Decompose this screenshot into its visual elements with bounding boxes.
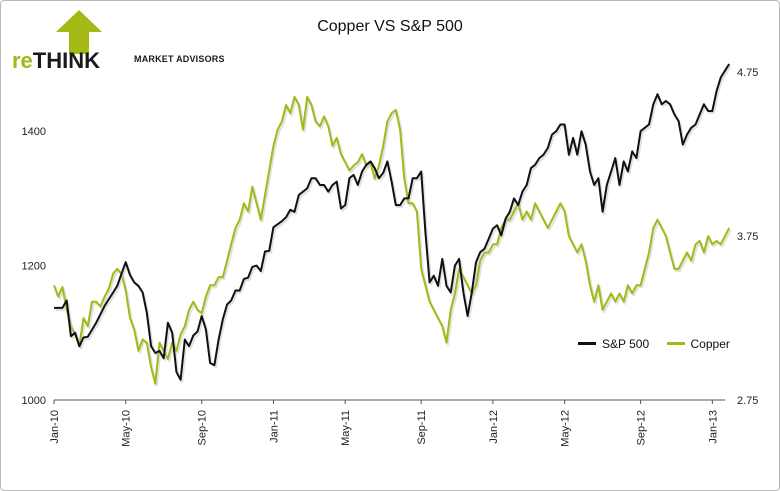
x-tick-label: Jan-11: [268, 410, 280, 443]
x-tick-label: Jan-10: [49, 410, 61, 444]
x-tick-label: May-12: [560, 410, 572, 447]
logo-re: re: [12, 48, 33, 73]
legend-label-copper: Copper: [690, 336, 730, 351]
left-tick-label: 1200: [22, 261, 46, 273]
rethink-logo: reTHINK: [8, 10, 248, 80]
legend-item-copper: Copper: [666, 336, 730, 351]
right-tick-label: 2.75: [737, 395, 758, 407]
legend-swatch-copper: [666, 342, 685, 345]
x-tick-label: May-11: [340, 410, 352, 446]
chart-title: Copper VS S&P 500: [317, 18, 463, 35]
series-line-s-p-500: [54, 63, 731, 381]
x-tick-label: Sep-10: [197, 410, 209, 445]
logo-wordmark: reTHINK: [12, 48, 100, 74]
x-tick-label: May-10: [121, 410, 133, 447]
legend-item-sp500: S&P 500: [578, 337, 649, 351]
x-axis-ticks: Jan-10 May-10 Sep-10 Jan-11 May-11 Sep-11 Jan-…: [49, 400, 719, 447]
right-axis-ticks: 2.75 3.75 4.75: [737, 67, 758, 407]
legend-label-sp500: S&P 500: [602, 336, 650, 351]
x-tick-label: Sep-12: [636, 410, 648, 445]
up-arrow-icon: [56, 10, 102, 54]
series-line-copper: [53, 95, 731, 385]
right-tick-label: 3.75: [737, 231, 758, 243]
logo-think: THINK: [32, 48, 101, 73]
x-tick-label: Jan-13: [707, 410, 719, 444]
x-tick-label: Sep-11: [416, 410, 428, 445]
legend: S&P 500 Copper: [578, 334, 744, 351]
x-tick-label: Jan-12: [488, 410, 500, 444]
right-tick-label: 4.75: [737, 67, 758, 79]
left-tick-label: 1400: [22, 126, 46, 138]
left-axis-ticks: 1000 1200 1400: [22, 126, 46, 407]
series-layer: [53, 63, 732, 387]
logo-subtitle: MARKET ADVISORS: [134, 54, 225, 64]
left-tick-label: 1000: [22, 395, 46, 407]
legend-swatch-sp500: [578, 342, 596, 345]
